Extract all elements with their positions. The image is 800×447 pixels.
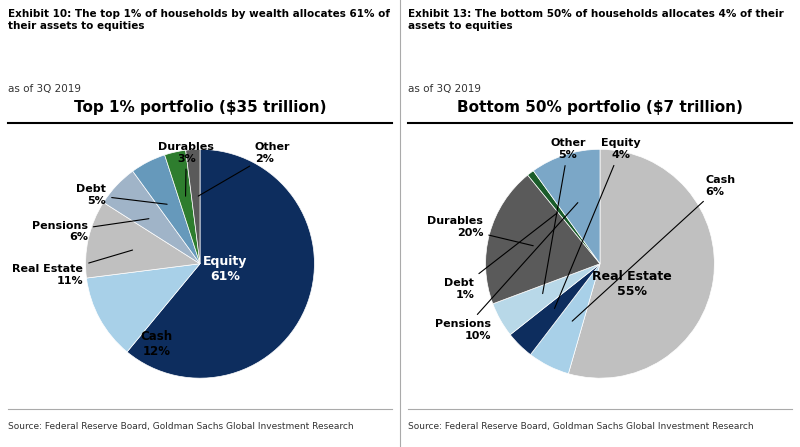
Text: Other
5%: Other 5% [542, 139, 586, 294]
Text: Exhibit 13: The bottom 50% of households allocates 4% of their
assets to equitie: Exhibit 13: The bottom 50% of households… [408, 9, 784, 30]
Wedge shape [165, 150, 200, 264]
Text: Cash
12%: Cash 12% [141, 330, 173, 358]
Wedge shape [534, 149, 600, 264]
Title: Bottom 50% portfolio ($7 trillion): Bottom 50% portfolio ($7 trillion) [457, 101, 743, 115]
Text: Equity
61%: Equity 61% [203, 255, 247, 283]
Wedge shape [86, 264, 200, 352]
Text: Durables
20%: Durables 20% [427, 216, 534, 246]
Text: Pensions
10%: Pensions 10% [435, 202, 578, 341]
Text: Equity
4%: Equity 4% [554, 139, 641, 308]
Text: Source: Federal Reserve Board, Goldman Sachs Global Investment Research: Source: Federal Reserve Board, Goldman S… [408, 422, 754, 431]
Title: Top 1% portfolio ($35 trillion): Top 1% portfolio ($35 trillion) [74, 101, 326, 115]
Text: Real Estate
55%: Real Estate 55% [592, 270, 672, 298]
Text: Cash
6%: Cash 6% [572, 175, 735, 321]
Wedge shape [103, 171, 200, 264]
Text: Debt
5%: Debt 5% [76, 184, 167, 206]
Wedge shape [86, 202, 200, 278]
Text: Exhibit 10: The top 1% of households by wealth allocates 61% of
their assets to : Exhibit 10: The top 1% of households by … [8, 9, 390, 30]
Wedge shape [186, 149, 200, 264]
Wedge shape [530, 264, 600, 374]
Text: Pensions
6%: Pensions 6% [32, 219, 149, 242]
Wedge shape [528, 171, 600, 264]
Wedge shape [133, 155, 200, 264]
Text: Other
2%: Other 2% [198, 142, 290, 196]
Text: as of 3Q 2019: as of 3Q 2019 [408, 84, 481, 94]
Wedge shape [486, 175, 600, 304]
Wedge shape [568, 149, 714, 378]
Text: Real Estate
11%: Real Estate 11% [13, 250, 133, 286]
Text: as of 3Q 2019: as of 3Q 2019 [8, 84, 81, 94]
Text: Debt
1%: Debt 1% [444, 213, 558, 299]
Text: Source: Federal Reserve Board, Goldman Sachs Global Investment Research: Source: Federal Reserve Board, Goldman S… [8, 422, 354, 431]
Wedge shape [510, 264, 600, 354]
Text: Durables
3%: Durables 3% [158, 142, 214, 196]
Wedge shape [127, 149, 314, 378]
Wedge shape [493, 264, 600, 335]
